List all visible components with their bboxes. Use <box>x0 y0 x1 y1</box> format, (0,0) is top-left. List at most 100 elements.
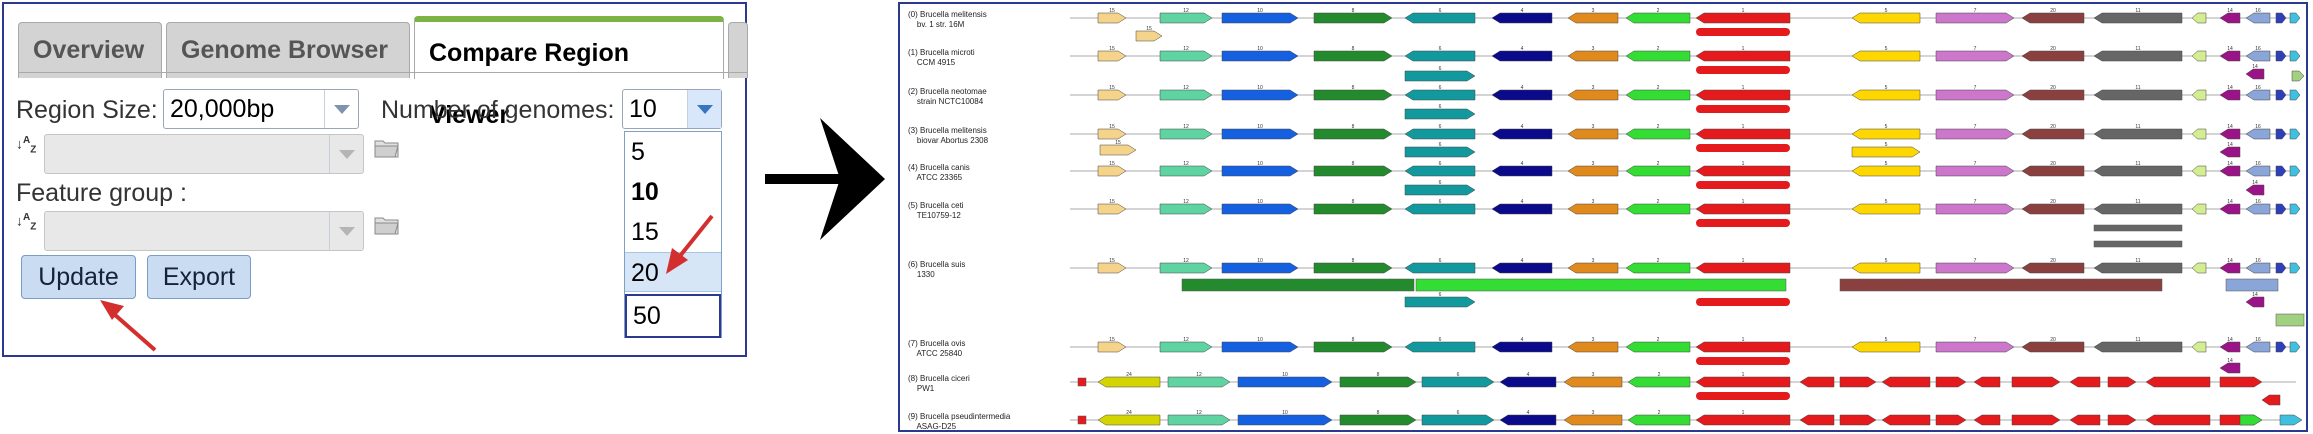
gene-6-arrow[interactable] <box>1404 262 1476 274</box>
gene-20-arrow[interactable] <box>2021 50 2085 62</box>
gene-4-arrow[interactable] <box>1491 203 1553 215</box>
gene-17-arrow[interactable] <box>2289 89 2301 101</box>
gene-8-arrow[interactable] <box>1313 50 1393 62</box>
gene-7-arrow[interactable] <box>1935 165 2015 177</box>
gene-14-arrow[interactable] <box>2219 12 2241 24</box>
gene-12-arrow[interactable] <box>1159 341 1213 353</box>
gene-3-arrow[interactable] <box>1567 165 1619 177</box>
gene-5-arrow[interactable] <box>1851 12 1921 24</box>
gene-2-arrow[interactable] <box>1625 341 1691 353</box>
gene-4-arrow[interactable] <box>1491 89 1553 101</box>
genome-label[interactable]: (7) Brucella ovis ATCC 25840 <box>908 339 965 359</box>
gene-11-arrow[interactable] <box>2093 203 2183 215</box>
gene-1-arrow[interactable] <box>1695 165 1791 177</box>
tab-genome-browser[interactable]: Genome Browser <box>166 22 410 78</box>
folder-icon[interactable] <box>374 215 400 235</box>
gene-2-arrow[interactable] <box>1625 165 1691 177</box>
gene-6-arrow[interactable] <box>1404 70 1476 82</box>
gene-1-fragment[interactable] <box>1696 144 1790 152</box>
gene-12-arrow[interactable] <box>1159 128 1213 140</box>
gene-15-arrow[interactable] <box>1097 165 1127 177</box>
gene-15-arrow[interactable] <box>1097 89 1127 101</box>
gene-5-arrow[interactable] <box>1851 165 1921 177</box>
gene-1-fragment[interactable] <box>1696 66 1790 74</box>
gene-3-arrow[interactable] <box>1567 12 1619 24</box>
update-button[interactable]: Update <box>21 255 136 299</box>
gene-2-arrow[interactable] <box>1625 262 1691 274</box>
gene-11-arrow[interactable] <box>2093 341 2183 353</box>
gene-26-arrow[interactable] <box>1935 414 1967 426</box>
gene-11-arrow[interactable] <box>2093 89 2183 101</box>
gene-13-arrow[interactable] <box>2191 165 2207 177</box>
gene-5-arrow[interactable] <box>1851 262 1921 274</box>
gene-17-arrow[interactable] <box>2289 128 2301 140</box>
gene-20-arrow[interactable] <box>2021 341 2085 353</box>
gene-6-arrow[interactable] <box>1404 50 1476 62</box>
gene-3-arrow[interactable] <box>1563 376 1623 388</box>
gene-14-arrow[interactable] <box>2245 296 2265 308</box>
gene-6-arrow[interactable] <box>1421 376 1495 388</box>
gene-12-arrow[interactable] <box>1159 12 1213 24</box>
gene-10-arrow[interactable] <box>1221 50 1299 62</box>
gene-18-arrow[interactable] <box>2275 341 2287 353</box>
gene-12-arrow[interactable] <box>1159 262 1213 274</box>
gene-17-arrow[interactable] <box>2289 203 2301 215</box>
gene-16-arrow[interactable] <box>2245 262 2271 274</box>
gene-4-arrow[interactable] <box>1491 50 1553 62</box>
sort-az-icon[interactable]: ↓AZ <box>16 135 37 156</box>
gene-2-arrow[interactable] <box>1625 203 1691 215</box>
chevron-down-icon[interactable] <box>324 90 358 128</box>
gene-5-arrow[interactable] <box>1851 203 1921 215</box>
tab-overflow[interactable] <box>728 22 748 78</box>
gene-26-arrow[interactable] <box>1935 376 1967 388</box>
gene-3-arrow[interactable] <box>1567 128 1619 140</box>
gene-1-arrow[interactable] <box>1695 341 1791 353</box>
gene-5-arrow[interactable] <box>1851 128 1921 140</box>
gene-26-arrow[interactable] <box>2145 414 2211 426</box>
gene-18-arrow[interactable] <box>2275 128 2287 140</box>
gene-12-arrow[interactable] <box>1167 414 1231 426</box>
gene-2-block[interactable] <box>1415 278 1787 292</box>
gene-3-arrow[interactable] <box>1567 89 1619 101</box>
gene-5-arrow[interactable] <box>1851 50 1921 62</box>
gene-2-arrow[interactable] <box>1625 12 1691 24</box>
gene-17-arrow[interactable] <box>2279 414 2303 426</box>
option-10[interactable]: 10 <box>631 178 659 206</box>
gene-26-arrow[interactable] <box>1799 414 1835 426</box>
gene-18-arrow[interactable] <box>2275 12 2287 24</box>
gene-10-arrow[interactable] <box>1221 12 1299 24</box>
gene-13-arrow[interactable] <box>2191 262 2207 274</box>
gene-6-arrow[interactable] <box>1404 296 1476 308</box>
gene-10-arrow[interactable] <box>1221 203 1299 215</box>
gene-10-arrow[interactable] <box>1221 128 1299 140</box>
gene-16-arrow[interactable] <box>2245 89 2271 101</box>
gene-16-arrow[interactable] <box>2245 128 2271 140</box>
gene-15-arrow[interactable] <box>1135 30 1163 42</box>
gene-12-arrow[interactable] <box>1159 203 1213 215</box>
gene-12-arrow[interactable] <box>1159 165 1213 177</box>
gene-3-arrow[interactable] <box>1567 341 1619 353</box>
gene-14-arrow[interactable] <box>2219 262 2241 274</box>
gene-14-arrow[interactable] <box>2219 203 2241 215</box>
gene-26-block[interactable] <box>1077 415 1087 425</box>
gene-24-arrow[interactable] <box>1097 414 1161 426</box>
gene-18-arrow[interactable] <box>2275 50 2287 62</box>
gene-8-arrow[interactable] <box>1313 12 1393 24</box>
gene-15-arrow[interactable] <box>1099 144 1137 156</box>
gene-10-arrow[interactable] <box>1221 341 1299 353</box>
gene-26-arrow[interactable] <box>1973 376 2001 388</box>
gene-19-arrow[interactable] <box>2291 70 2305 82</box>
gene-3-arrow[interactable] <box>1563 414 1623 426</box>
gene-26-arrow[interactable] <box>2107 376 2137 388</box>
gene-14-arrow[interactable] <box>2219 362 2241 374</box>
gene-3-arrow[interactable] <box>1567 50 1619 62</box>
genome-label[interactable]: (3) Brucella melitensis biovar Abortus 2… <box>908 126 988 146</box>
gene-17-arrow[interactable] <box>2289 341 2301 353</box>
gene-15-arrow[interactable] <box>1097 262 1127 274</box>
gene-4-arrow[interactable] <box>1491 165 1553 177</box>
gene-6-arrow[interactable] <box>1404 341 1476 353</box>
gene-14-arrow[interactable] <box>2245 184 2265 196</box>
gene-8-arrow[interactable] <box>1313 203 1393 215</box>
gene-16-arrow[interactable] <box>2245 50 2271 62</box>
gene-1-arrow[interactable] <box>1695 50 1791 62</box>
